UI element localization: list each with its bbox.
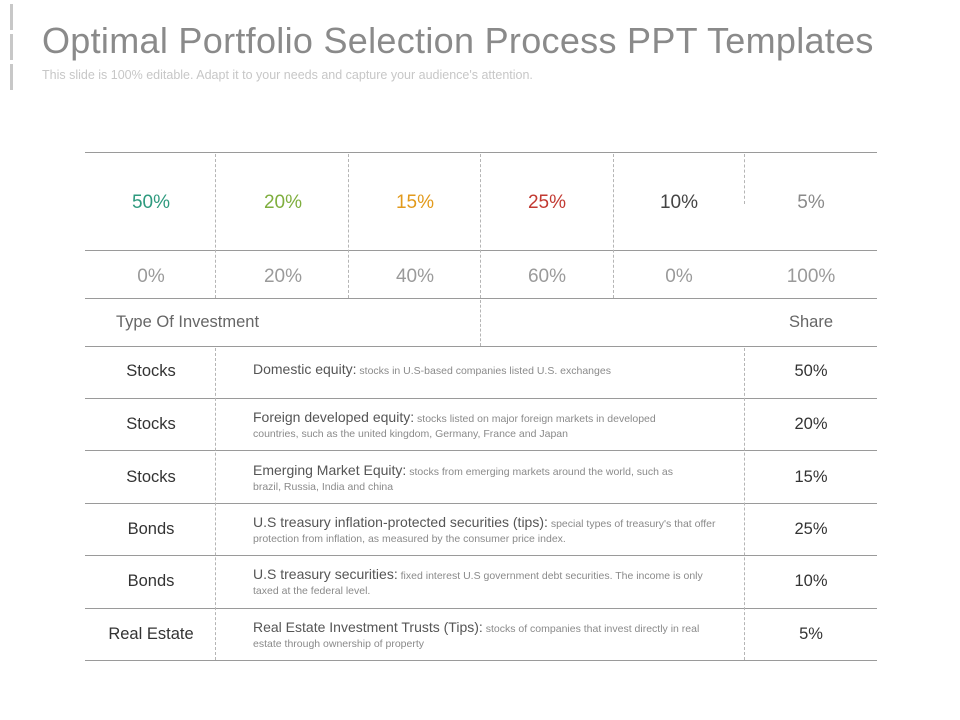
investment-type: Stocks	[126, 362, 176, 380]
scale-percent-4: 60%	[527, 266, 567, 287]
column-divider	[744, 348, 745, 660]
accent-bar	[10, 64, 13, 90]
investment-type: Bonds	[127, 520, 175, 538]
top-percent-6: 5%	[797, 192, 825, 213]
scale-percent-1: 0%	[137, 266, 165, 287]
description-detail: stocks of companies that invest directly…	[253, 623, 700, 650]
accent-bar	[10, 4, 13, 30]
description-lead: U.S treasury inflation-protected securit…	[253, 514, 548, 530]
investment-description: Foreign developed equity: stocks listed …	[253, 410, 693, 442]
investment-share: 25%	[794, 520, 828, 538]
accent-bar	[10, 34, 13, 60]
column-divider	[613, 154, 614, 298]
scale-percent-2: 20%	[263, 266, 303, 287]
table-rule	[85, 346, 877, 347]
table-rule	[85, 555, 877, 556]
investment-type: Stocks	[126, 468, 176, 486]
investment-share: 5%	[799, 625, 823, 643]
type-column-header: Type Of Investment	[116, 313, 260, 331]
table-rule	[85, 660, 877, 661]
investment-description: Emerging Market Equity: stocks from emer…	[253, 463, 703, 495]
column-divider	[480, 154, 481, 298]
table-rule	[85, 298, 877, 299]
description-lead: Domestic equity:	[253, 361, 357, 377]
table-rule	[85, 250, 877, 251]
column-divider	[215, 154, 216, 298]
investment-share: 15%	[794, 468, 828, 486]
investment-share: 20%	[794, 415, 828, 433]
investment-description: Real Estate Investment Trusts (Tips): st…	[253, 620, 703, 652]
description-lead: U.S treasury securities:	[253, 566, 398, 582]
column-divider	[215, 348, 216, 660]
table-rule	[85, 503, 877, 504]
scale-percent-6: 100%	[786, 266, 836, 287]
share-column-header: Share	[788, 313, 834, 331]
investment-description: U.S treasury inflation-protected securit…	[253, 515, 723, 547]
description-lead: Real Estate Investment Trusts (Tips):	[253, 619, 483, 635]
investment-share: 10%	[794, 572, 828, 590]
description-detail: fixed interest U.S government debt secur…	[253, 570, 703, 597]
scale-percent-3: 40%	[395, 266, 435, 287]
investment-description: U.S treasury securities: fixed interest …	[253, 567, 703, 599]
table-rule	[85, 152, 877, 153]
description-detail: special types of treasury's that offer p…	[253, 518, 716, 545]
table-rule	[85, 450, 877, 451]
top-percent-4: 25%	[527, 192, 567, 213]
description-detail: stocks from emerging markets around the …	[253, 466, 673, 493]
investment-share: 50%	[794, 362, 828, 380]
side-accent-bars	[0, 0, 20, 95]
investment-type: Bonds	[127, 572, 175, 590]
table-rule	[85, 608, 877, 609]
top-percent-3: 15%	[395, 192, 435, 213]
description-lead: Emerging Market Equity:	[253, 462, 407, 478]
description-lead: Foreign developed equity:	[253, 409, 415, 425]
investment-type: Real Estate	[108, 625, 194, 643]
page-title: Optimal Portfolio Selection Process PPT …	[42, 20, 874, 61]
column-divider	[480, 300, 481, 346]
page-subtitle: This slide is 100% editable. Adapt it to…	[42, 68, 533, 82]
column-divider	[744, 154, 745, 204]
top-percent-2: 20%	[263, 192, 303, 213]
column-divider	[348, 154, 349, 298]
top-percent-5: 10%	[659, 192, 699, 213]
description-detail: stocks in U.S-based companies listed U.S…	[359, 365, 611, 377]
investment-description: Domestic equity: stocks in U.S-based com…	[253, 362, 733, 379]
investment-type: Stocks	[126, 415, 176, 433]
top-percent-1: 50%	[131, 192, 171, 213]
table-rule	[85, 398, 877, 399]
scale-percent-5: 0%	[665, 266, 693, 287]
description-detail: stocks listed on major foreign markets i…	[253, 413, 656, 440]
